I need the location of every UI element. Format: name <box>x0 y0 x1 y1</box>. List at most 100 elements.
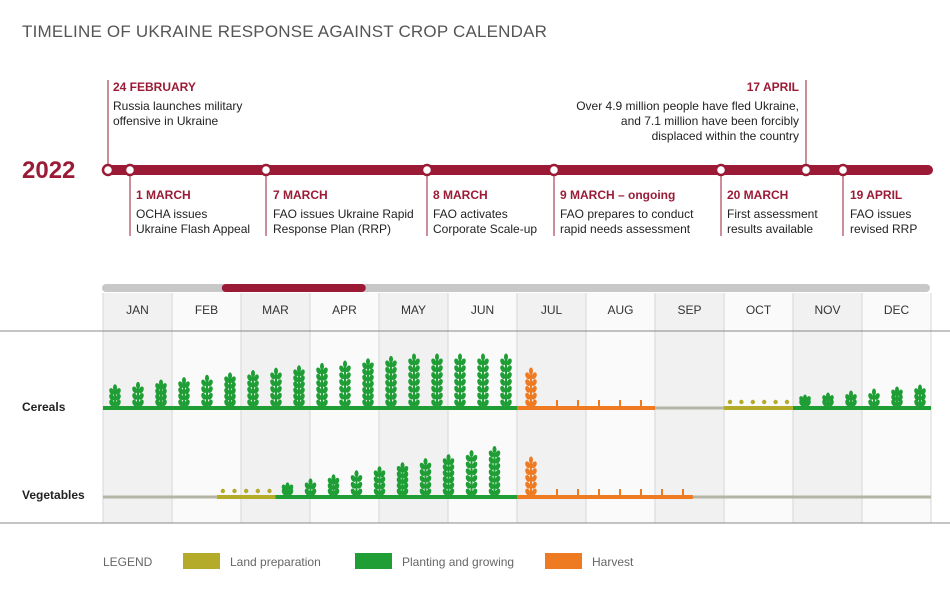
cereals-plant-icon <box>155 379 167 407</box>
cereals-land-dot <box>750 399 755 405</box>
event-text: FAO activates Corporate Scale-up <box>433 207 538 236</box>
timeline-marker-19-apr <box>836 163 850 177</box>
legend-label-harvest: Harvest <box>592 555 634 569</box>
cereals-plant-icon <box>385 355 397 407</box>
month-label-mar: MAR <box>262 303 289 317</box>
cereals-plant-icon <box>109 384 121 407</box>
legend-swatch-land-preparation <box>183 553 220 569</box>
cereals-land-dot <box>727 399 733 405</box>
page-title: TIMELINE OF UKRAINE RESPONSE AGAINST CRO… <box>22 22 548 41</box>
cereals-plant-icon <box>500 353 512 407</box>
month-label-aug: AUG <box>607 303 634 317</box>
vegetables-plant-icon <box>281 482 294 496</box>
vegetables-plant-icon <box>419 458 432 496</box>
cereals-plant-icon <box>914 384 926 407</box>
cereals-land-dot <box>762 399 767 405</box>
cereals-plant-icon <box>339 360 351 407</box>
cereals-plant-icon <box>431 353 443 407</box>
cereals-plant-icon <box>201 374 213 407</box>
month-label-jun: JUN <box>470 303 495 317</box>
event-8-march: 8 MARCH FAO activates Corporate Scale-up <box>433 188 537 237</box>
vegetables-plant-icon <box>327 474 340 496</box>
legend-swatch-planting <box>355 553 392 569</box>
year-label: 2022 <box>22 157 76 184</box>
event-date: 17 APRIL <box>746 80 799 94</box>
event-text: First assessment results available <box>727 207 818 236</box>
event-date: 9 MARCH – ongoing <box>560 188 676 202</box>
cereals-land-dot <box>739 399 744 405</box>
event-date: 24 FEBRUARY <box>113 80 196 94</box>
vegetables-plant-icon <box>465 450 478 496</box>
cereals-plant-icon <box>293 365 305 407</box>
vegetables-plant-icon <box>304 478 317 496</box>
event-19-april: 19 APRIL FAO issues revised RRP <box>850 188 917 237</box>
cereals-land-dot <box>784 399 790 405</box>
month-label-may: MAY <box>400 303 427 317</box>
cereals-plant-icon <box>799 394 811 407</box>
vegetables-plant-icon <box>350 470 363 496</box>
legend-title: LEGEND <box>103 555 153 569</box>
month-label-feb: FEB <box>194 303 219 317</box>
event-1-march: 1 MARCH OCHA issues Ukraine Flash Appeal <box>136 188 250 237</box>
vegetables-plant-icon <box>488 446 501 496</box>
row-label-cereals: Cereals <box>22 400 66 414</box>
cereals-plant-icon <box>316 362 328 407</box>
event-text: Over 4.9 million people have fled Ukrain… <box>576 99 799 143</box>
event-date: 20 MARCH <box>727 188 789 202</box>
row-label-vegetables: Vegetables <box>22 488 85 502</box>
event-9-march: 9 MARCH – ongoing FAO prepares to conduc… <box>560 188 693 237</box>
month-label-dec: DEC <box>883 303 910 317</box>
event-17-april: 17 APRIL Over 4.9 million people have fl… <box>576 80 799 144</box>
timeline-axis <box>101 80 933 236</box>
event-7-march: 7 MARCH FAO issues Ukraine Rapid Respons… <box>273 188 414 237</box>
event-text: FAO issues revised RRP <box>850 207 918 236</box>
cereals-plant-icon <box>224 372 236 407</box>
cereals-plant-icon <box>247 370 259 407</box>
timeline-marker-9-mar <box>547 163 561 177</box>
cereals-plant-icon <box>868 388 880 407</box>
vegetables-land-dot <box>220 488 226 494</box>
vegetables-land-dot <box>255 488 261 494</box>
event-date: 7 MARCH <box>273 188 328 202</box>
event-date: 19 APRIL <box>850 188 903 202</box>
event-date: 1 MARCH <box>136 188 191 202</box>
month-label-apr: APR <box>332 303 357 317</box>
event-20-march: 20 MARCH First assessment results availa… <box>727 188 818 237</box>
timeline-marker-20-mar <box>714 163 728 177</box>
vegetables-plant-icon <box>373 466 386 496</box>
event-text: Russia launches military offensive in Uk… <box>113 99 243 128</box>
month-label-jul: JUL <box>540 303 563 317</box>
cereals-land-dot <box>773 399 778 405</box>
legend-label-planting: Planting and growing <box>402 555 515 569</box>
vegetables-plant-icon <box>396 462 409 496</box>
cereals-plant-icon <box>132 381 144 407</box>
cereals-plant-icon <box>891 386 903 407</box>
vegetables-land-dot <box>232 488 237 494</box>
legend-label-land-preparation: Land preparation <box>230 555 321 569</box>
timeline-marker-24-feb <box>101 163 115 177</box>
event-text: FAO issues Ukraine Rapid Response Plan (… <box>273 207 414 236</box>
month-label-oct: OCT <box>745 303 772 317</box>
cereals-plant-icon <box>408 353 420 407</box>
event-24-february: 24 FEBRUARY Russia launches military off… <box>113 80 242 129</box>
cereals-plant-icon <box>270 367 282 407</box>
month-label-nov: NOV <box>814 303 841 317</box>
vegetables-harvest-icon <box>525 456 537 496</box>
month-label-sep: SEP <box>677 303 702 317</box>
vegetables-land-dot <box>243 488 249 494</box>
timeline-marker-7-mar <box>259 163 273 177</box>
vegetables-plant-icon <box>442 454 455 496</box>
event-text: FAO prepares to conduct rapid needs asse… <box>560 207 694 236</box>
timeline-marker-8-mar <box>420 163 434 177</box>
timeline-marker-1-mar <box>123 163 137 177</box>
month-label-jan: JAN <box>126 303 149 317</box>
cereals-plant-icon <box>362 358 374 407</box>
event-text: OCHA issues Ukraine Flash Appeal <box>136 207 251 236</box>
legend-swatch-harvest <box>545 553 582 569</box>
event-date: 8 MARCH <box>433 188 488 202</box>
cereals-plant-icon <box>454 353 466 407</box>
cereals-plant-icon <box>845 390 857 407</box>
vegetables-land-dot <box>267 488 272 494</box>
cereals-plant-icon <box>477 353 489 407</box>
cereals-harvest-icon <box>525 367 537 407</box>
